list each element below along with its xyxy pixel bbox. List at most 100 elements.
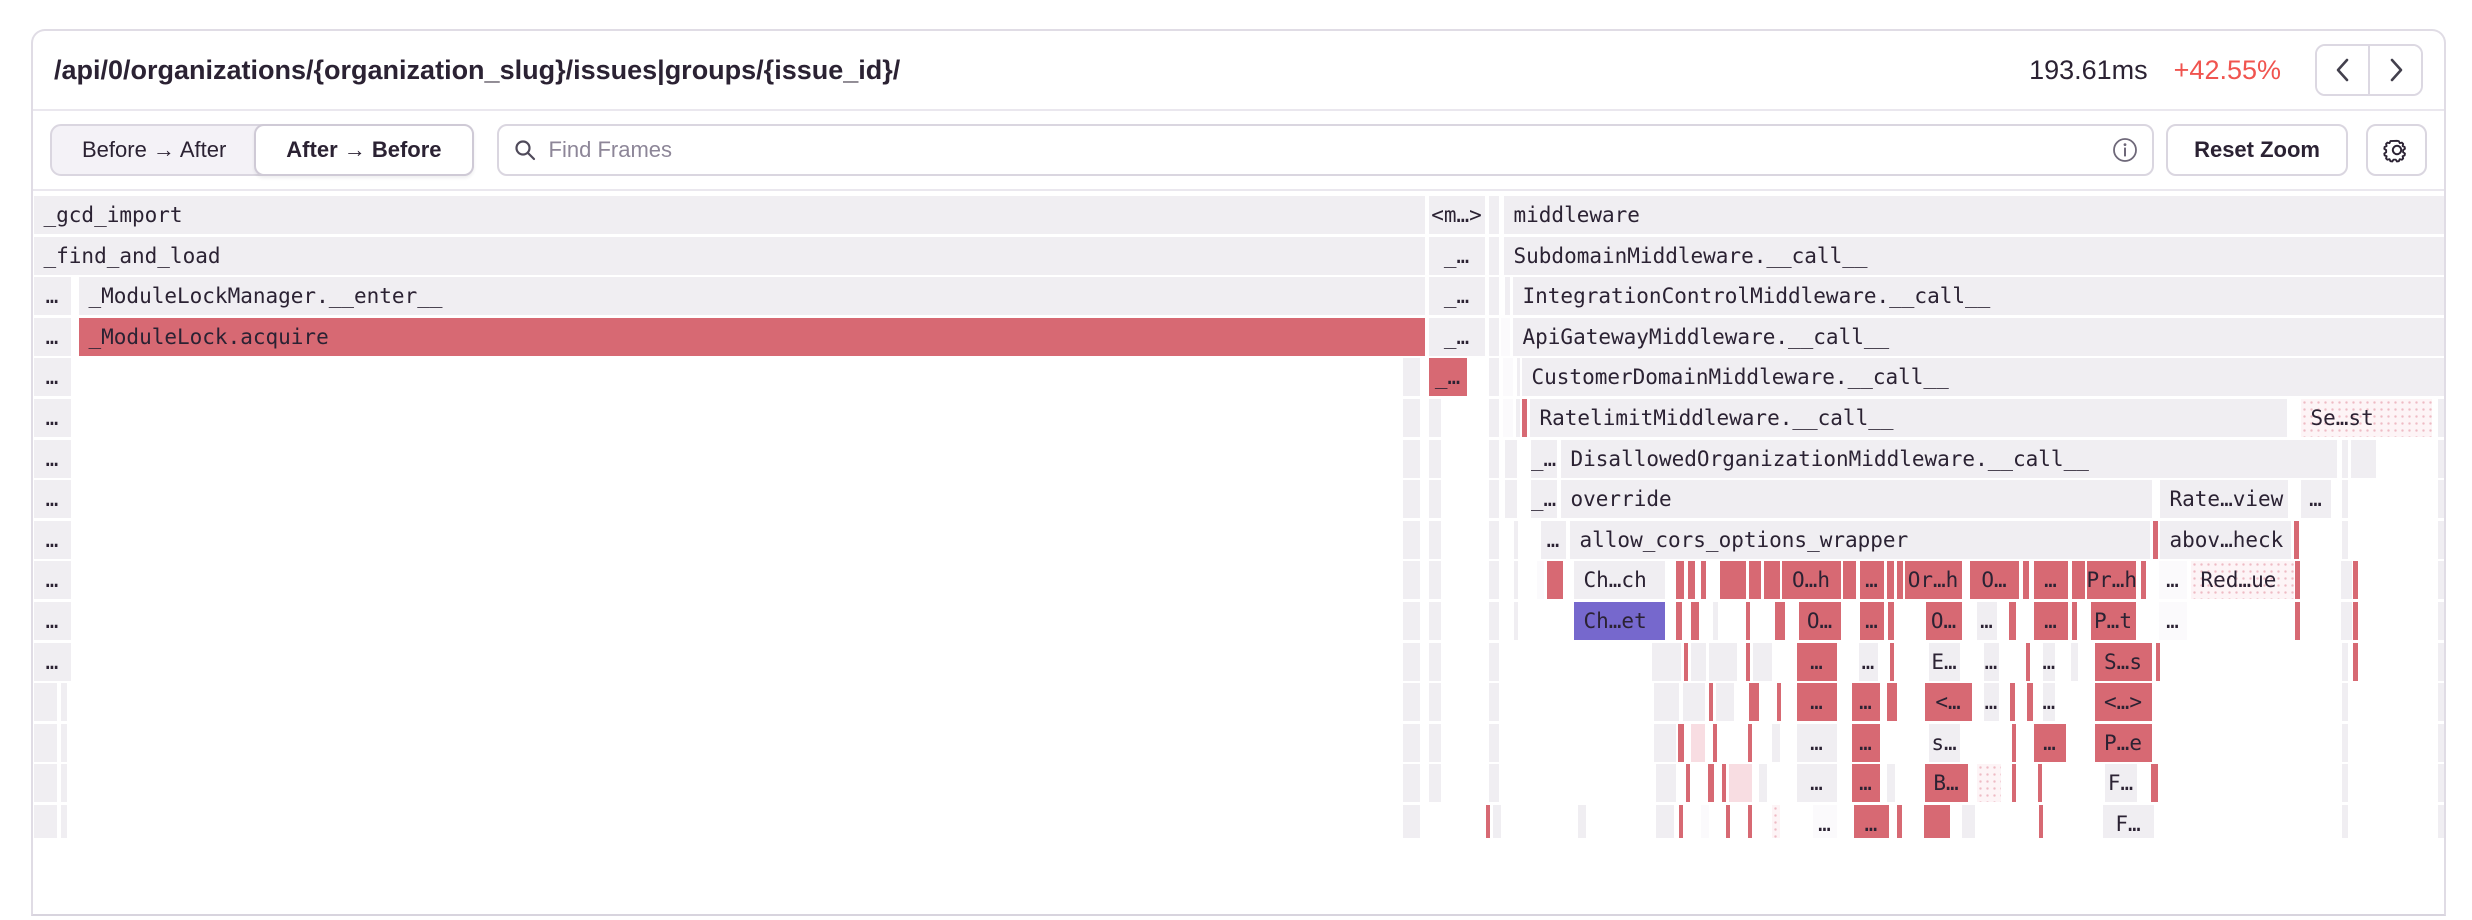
flame-frame[interactable] bbox=[2011, 723, 2016, 762]
flame-frame[interactable]: <…> bbox=[2094, 683, 2152, 722]
flame-frame[interactable]: ApiGatewayMiddleware.__call__ bbox=[1512, 317, 2444, 356]
flame-frame[interactable] bbox=[1886, 764, 1895, 803]
flame-frame[interactable] bbox=[1488, 236, 1499, 275]
flame-frame[interactable]: … bbox=[1851, 764, 1880, 803]
flame-frame[interactable] bbox=[1485, 805, 1490, 838]
next-button[interactable] bbox=[2368, 46, 2421, 94]
flame-frame[interactable] bbox=[2341, 764, 2348, 803]
info-icon[interactable] bbox=[2112, 137, 2138, 163]
flame-frame[interactable]: … bbox=[2033, 723, 2066, 762]
flame-frame[interactable] bbox=[1488, 196, 1499, 234]
flame-frame[interactable] bbox=[1504, 480, 1517, 519]
flame-frame[interactable] bbox=[1776, 683, 1781, 722]
flame-frame[interactable] bbox=[1402, 399, 1420, 437]
flame-frame[interactable] bbox=[1402, 561, 1420, 600]
flame-frame[interactable] bbox=[1682, 683, 1705, 722]
flame-frame[interactable] bbox=[2341, 805, 2348, 838]
flame-frame[interactable]: _… bbox=[1428, 358, 1467, 397]
flamegraph[interactable]: _gcd_import <m…> middleware _find_and_load _… bbox=[33, 191, 2444, 838]
flame-frame[interactable] bbox=[60, 723, 67, 762]
flame-frame[interactable] bbox=[1700, 561, 1706, 600]
flame-frame[interactable] bbox=[1752, 642, 1772, 681]
flame-frame[interactable] bbox=[1492, 805, 1501, 838]
flame-frame[interactable] bbox=[1402, 723, 1420, 762]
flame-frame[interactable] bbox=[2022, 561, 2029, 600]
flame-frame[interactable]: IntegrationControlMiddleware.__call__ bbox=[1512, 277, 2444, 316]
flame-frame[interactable] bbox=[1502, 358, 1513, 397]
flame-frame[interactable] bbox=[2070, 642, 2078, 681]
flame-frame[interactable] bbox=[1747, 723, 1752, 762]
flame-frame[interactable] bbox=[1690, 642, 1706, 681]
flame-frame[interactable]: B… bbox=[1924, 764, 1968, 803]
flame-frame[interactable] bbox=[2341, 642, 2348, 681]
flame-frame[interactable] bbox=[1402, 764, 1420, 803]
flame-frame[interactable]: O…h bbox=[1781, 561, 1841, 600]
flame-frame[interactable]: … bbox=[33, 317, 71, 356]
flame-frame[interactable] bbox=[2437, 602, 2444, 640]
flame-frame[interactable] bbox=[2341, 723, 2348, 762]
flame-frame[interactable]: … bbox=[33, 561, 71, 600]
search-input[interactable] bbox=[546, 136, 2113, 164]
flame-frame[interactable] bbox=[1577, 805, 1586, 838]
reset-zoom-button[interactable]: Reset Zoom bbox=[2166, 124, 2348, 176]
flame-frame[interactable] bbox=[1745, 642, 1750, 681]
flame-frame[interactable] bbox=[1402, 642, 1420, 681]
flame-frame[interactable] bbox=[2340, 561, 2352, 600]
settings-button[interactable] bbox=[2366, 124, 2427, 176]
flame-frame[interactable] bbox=[1402, 358, 1420, 397]
flame-frame[interactable] bbox=[1513, 602, 1518, 640]
flame-frame[interactable] bbox=[1675, 602, 1682, 640]
flame-frame[interactable] bbox=[2026, 683, 2033, 722]
flame-frame[interactable] bbox=[1428, 520, 1441, 559]
flame-frame[interactable] bbox=[60, 764, 67, 803]
flame-frame[interactable] bbox=[1728, 764, 1752, 803]
flame-frame[interactable] bbox=[2437, 520, 2444, 559]
flame-frame[interactable] bbox=[2352, 602, 2358, 640]
flame-frame[interactable] bbox=[2150, 764, 2158, 803]
flame-frame[interactable]: override bbox=[1560, 480, 2152, 519]
flame-frame[interactable] bbox=[2437, 439, 2444, 478]
flame-frame[interactable] bbox=[1687, 561, 1695, 600]
flame-frame[interactable] bbox=[2009, 683, 2015, 722]
flame-frame[interactable] bbox=[1700, 805, 1709, 838]
flame-frame[interactable]: allow_cors_options_wrapper bbox=[1569, 520, 2150, 559]
flame-frame[interactable] bbox=[2037, 764, 2042, 803]
flame-frame[interactable] bbox=[1725, 805, 1730, 838]
flame-frame[interactable]: RatelimitMiddleware.__call__ bbox=[1529, 399, 2287, 437]
flame-frame[interactable]: CustomerDomainMiddleware.__call__ bbox=[1521, 358, 2444, 397]
flame-frame[interactable] bbox=[1428, 480, 1441, 519]
flame-frame[interactable] bbox=[2352, 561, 2358, 600]
flame-frame[interactable] bbox=[2341, 480, 2348, 519]
flame-frame[interactable] bbox=[1748, 683, 1759, 722]
flame-frame[interactable] bbox=[2437, 723, 2444, 762]
flame-frame[interactable]: … bbox=[1796, 723, 1837, 762]
flame-frame[interactable]: middleware bbox=[1503, 196, 2444, 234]
flame-frame[interactable]: O… bbox=[1925, 602, 1962, 640]
flame-frame[interactable] bbox=[1428, 642, 1441, 681]
flame-frame[interactable] bbox=[1536, 561, 1544, 600]
flame-frame[interactable] bbox=[2350, 439, 2376, 478]
flame-frame[interactable] bbox=[1500, 317, 1510, 356]
flame-frame[interactable]: … bbox=[1859, 561, 1884, 600]
flame-frame[interactable] bbox=[1896, 561, 1903, 600]
flame-frame[interactable] bbox=[1488, 358, 1499, 397]
flame-frame[interactable] bbox=[1758, 764, 1767, 803]
flame-frame[interactable] bbox=[1488, 277, 1499, 316]
flame-frame[interactable] bbox=[1690, 602, 1699, 640]
flame-frame[interactable]: … bbox=[2158, 602, 2187, 640]
flame-frame[interactable] bbox=[1488, 683, 1499, 722]
flame-frame[interactable]: … bbox=[1796, 683, 1837, 722]
flame-frame[interactable]: … bbox=[1976, 602, 1997, 640]
flame-frame[interactable] bbox=[1708, 642, 1737, 681]
flame-frame[interactable]: Ch…ch bbox=[1573, 561, 1665, 600]
flame-frame[interactable] bbox=[1707, 764, 1714, 803]
flame-frame[interactable] bbox=[1685, 764, 1690, 803]
flame-frame[interactable] bbox=[1690, 723, 1705, 762]
flame-frame[interactable]: DisallowedOrganizationMiddleware.__call_… bbox=[1560, 439, 2337, 478]
flame-frame[interactable]: _… bbox=[1530, 480, 1557, 519]
flame-frame[interactable]: SubdomainMiddleware.__call__ bbox=[1503, 236, 2444, 275]
flame-frame[interactable]: _ModuleLockManager.__enter__ bbox=[78, 277, 1425, 316]
flame-frame[interactable] bbox=[1889, 642, 1894, 681]
flame-frame[interactable] bbox=[2025, 642, 2030, 681]
flame-frame[interactable] bbox=[1546, 561, 1563, 600]
